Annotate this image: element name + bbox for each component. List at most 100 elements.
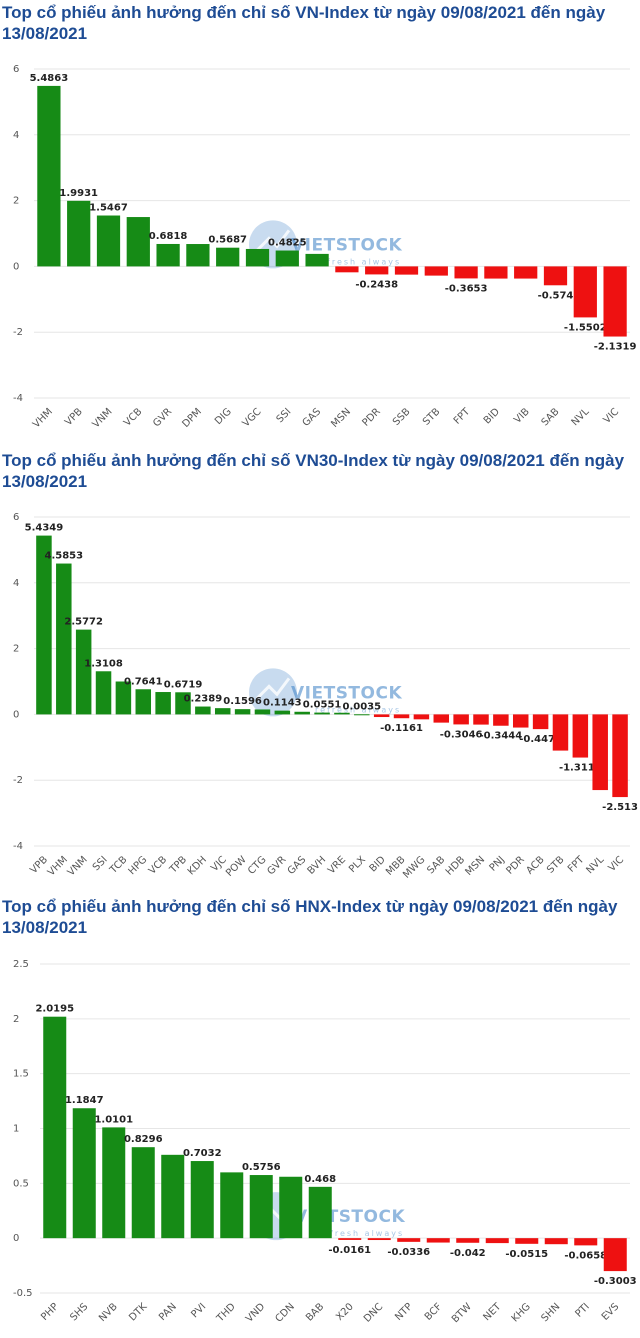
bar-pow[interactable] [234,709,251,715]
bar-khg[interactable] [515,1238,539,1244]
bar-vib[interactable] [514,266,538,279]
bar-ntp[interactable] [397,1238,421,1242]
bar-sab[interactable] [543,266,568,286]
bar-bcf[interactable] [426,1238,450,1243]
x-tick-label: MWG [401,854,427,880]
y-tick-label: 0.5 [13,1178,29,1189]
x-tick-label: CDN [273,1301,296,1324]
bar-fpt[interactable] [572,714,589,758]
bar-ssi[interactable] [95,671,112,715]
bar-vpb[interactable] [36,535,52,715]
data-label: 0.0551 [303,700,342,711]
bar-vre[interactable] [334,712,350,715]
bar-dnc[interactable] [367,1238,391,1241]
x-tick-label: BAB [304,1301,326,1323]
bar-dpm[interactable] [186,244,210,267]
bar-net[interactable] [485,1238,509,1244]
bar-pvi[interactable] [190,1161,214,1239]
x-tick-label: MSN [329,406,353,430]
bar-gas[interactable] [305,253,329,267]
bar-thd[interactable] [220,1172,244,1239]
bar-pdr[interactable] [512,714,529,728]
bar-stb[interactable] [424,266,448,276]
bar-ssi[interactable] [275,250,299,267]
bar-hdb[interactable] [453,714,469,725]
bar-vcb[interactable] [155,692,171,715]
bar-stb[interactable] [552,714,569,751]
bar-gvr[interactable] [156,243,180,267]
svg-text:refresh always: refresh always [315,257,401,266]
bar-hpg[interactable] [135,689,152,715]
x-tick-label: SAB [425,854,447,876]
bar-msn[interactable] [473,714,489,725]
bar-vnm[interactable] [75,629,92,715]
data-label: 5.4349 [25,523,64,534]
bar-pan[interactable] [161,1154,185,1239]
bar-vnm[interactable] [96,215,121,267]
bar-plx[interactable] [354,714,370,716]
bar-tpb[interactable] [175,692,191,715]
y-tick-label: 0 [13,709,19,720]
bar-cdn[interactable] [279,1176,303,1239]
bar-fpt[interactable] [454,266,478,279]
x-tick-label: NTP [393,1301,415,1323]
bar-mbb[interactable] [393,714,410,719]
bar-gvr[interactable] [274,710,291,715]
bar-btw[interactable] [456,1238,480,1243]
vietstock-watermark: VIETSTOCK refresh always [249,220,402,269]
bar-shs[interactable] [72,1108,96,1239]
x-tick-label: PAN [157,1301,179,1323]
bar-pdr[interactable] [365,266,389,275]
bar-nvl[interactable] [592,714,608,791]
x-tick-label: NVB [97,1301,120,1324]
bar-vgc[interactable] [245,248,270,267]
bar-tcb[interactable] [115,681,132,715]
bar-dtk[interactable] [131,1147,155,1239]
bar-php[interactable] [43,1016,67,1239]
data-label: -2.513 [602,802,638,813]
x-tick-label: FPT [452,406,473,427]
bar-vic[interactable] [603,266,627,337]
bar-bvh[interactable] [314,712,330,715]
bar-vnd[interactable] [249,1175,273,1239]
bar-kdh[interactable] [195,706,211,715]
bar-dig[interactable] [216,247,240,267]
x-tick-label: PDR [504,854,526,876]
x-tick-label: VIB [512,406,532,426]
y-tick-label: -4 [13,393,23,404]
y-tick-label: -4 [13,841,23,852]
bar-acb[interactable] [532,714,549,730]
bar-vhm[interactable] [56,563,72,715]
bar-evs[interactable] [603,1238,627,1272]
bar-ssb[interactable] [394,266,419,275]
bar-nvb[interactable] [102,1127,126,1239]
x-tick-label: VNM [66,854,90,878]
bar-ctg[interactable] [254,709,271,715]
bar-sab[interactable] [433,714,450,723]
bar-vjc[interactable] [214,708,231,715]
chart-panel-vnindex: Top cổ phiếu ảnh hưởng đến chỉ số VN-Ind… [0,0,640,440]
bar-vcb[interactable] [126,217,150,267]
x-tick-label: VHM [31,406,55,430]
x-tick-label: BCF [423,1301,445,1323]
y-tick-label: 4 [13,130,19,141]
bar-bab[interactable] [308,1186,332,1239]
bar-vpb[interactable] [67,200,91,267]
bar-vhm[interactable] [37,85,61,267]
x-tick-label: PVI [189,1301,208,1320]
bar-bid[interactable] [484,266,508,279]
bar-pti[interactable] [574,1238,598,1246]
bar-bid[interactable] [373,714,390,718]
bar-gas[interactable] [294,711,310,715]
x-tick-label: SSI [91,854,110,873]
bar-vic[interactable] [612,714,628,798]
bar-nvl[interactable] [573,266,597,318]
data-label: 0.8296 [124,1134,163,1145]
x-tick-label: GVR [265,854,288,877]
bar-msn[interactable] [335,266,359,273]
bar-shn[interactable] [544,1238,568,1245]
bar-pnj[interactable] [493,714,509,726]
bar-x20[interactable] [338,1238,362,1240]
x-tick-label: GVR [151,406,174,429]
bar-mwg[interactable] [413,714,430,720]
